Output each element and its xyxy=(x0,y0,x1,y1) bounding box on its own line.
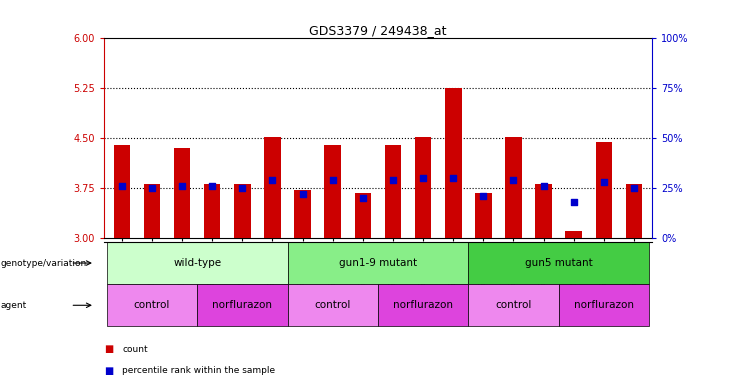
Point xyxy=(628,185,640,191)
Point xyxy=(116,183,127,189)
Bar xyxy=(415,137,431,238)
Point xyxy=(176,183,188,189)
Bar xyxy=(535,184,552,238)
Bar xyxy=(505,137,522,238)
Point xyxy=(448,175,459,181)
Point xyxy=(267,177,279,183)
Text: count: count xyxy=(122,345,148,354)
Title: GDS3379 / 249438_at: GDS3379 / 249438_at xyxy=(309,24,447,37)
Bar xyxy=(354,193,371,238)
Point xyxy=(477,193,489,199)
Point xyxy=(236,185,248,191)
Text: norflurazon: norflurazon xyxy=(213,300,273,310)
Bar xyxy=(234,184,250,238)
Point xyxy=(357,195,369,201)
Point xyxy=(146,185,158,191)
Text: norflurazon: norflurazon xyxy=(574,300,634,310)
Text: ■: ■ xyxy=(104,344,113,354)
Text: control: control xyxy=(134,300,170,310)
Point xyxy=(387,177,399,183)
Bar xyxy=(144,184,160,238)
Point xyxy=(206,183,218,189)
Bar xyxy=(204,184,221,238)
Point xyxy=(598,179,610,185)
Text: norflurazon: norflurazon xyxy=(393,300,453,310)
Text: genotype/variation: genotype/variation xyxy=(1,258,87,268)
Text: ■: ■ xyxy=(104,366,113,376)
Text: control: control xyxy=(495,300,532,310)
Bar xyxy=(113,145,130,238)
Bar xyxy=(596,142,612,238)
Point xyxy=(568,199,579,205)
Text: gun5 mutant: gun5 mutant xyxy=(525,258,593,268)
Bar xyxy=(475,193,491,238)
Bar xyxy=(445,88,462,238)
Bar xyxy=(325,145,341,238)
Point xyxy=(327,177,339,183)
Bar xyxy=(294,190,311,238)
Point xyxy=(538,183,550,189)
Point xyxy=(296,191,308,197)
Point xyxy=(417,175,429,181)
Text: percentile rank within the sample: percentile rank within the sample xyxy=(122,366,276,375)
Text: agent: agent xyxy=(1,301,27,310)
Bar xyxy=(625,184,642,238)
Bar xyxy=(565,232,582,238)
Text: control: control xyxy=(314,300,351,310)
Text: gun1-9 mutant: gun1-9 mutant xyxy=(339,258,417,268)
Bar xyxy=(385,145,402,238)
Bar xyxy=(265,137,281,238)
Bar xyxy=(174,148,190,238)
Point xyxy=(508,177,519,183)
Text: wild-type: wild-type xyxy=(173,258,222,268)
